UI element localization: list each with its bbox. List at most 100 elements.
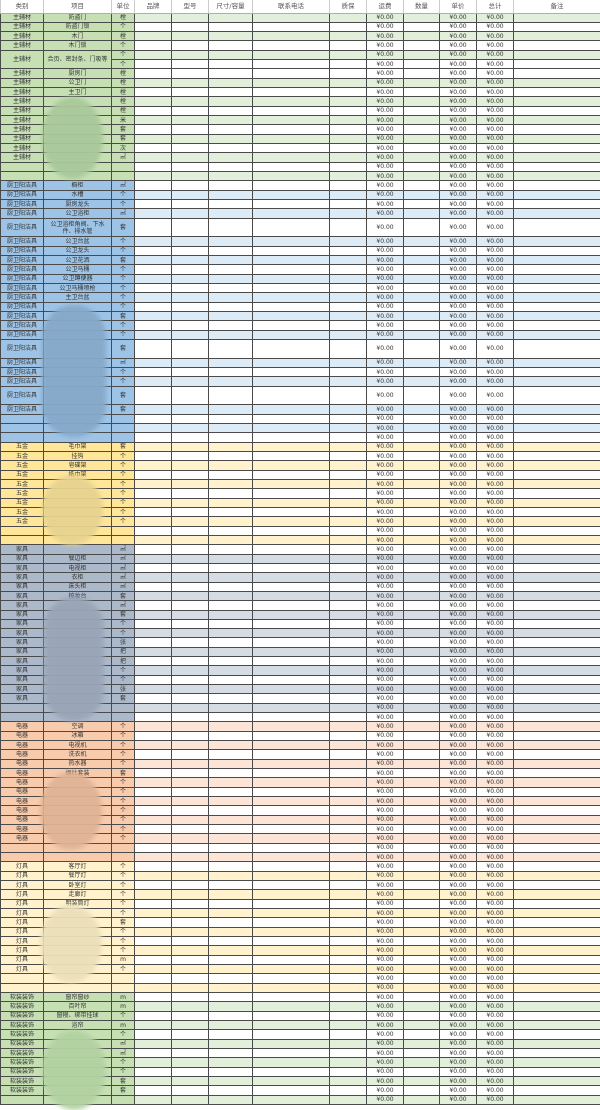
total-cell[interactable]: ¥0.00 (477, 265, 514, 274)
phone-cell[interactable] (253, 181, 330, 190)
size-cell[interactable] (209, 629, 253, 638)
freight-cell[interactable]: ¥0.00 (367, 330, 404, 339)
qty-cell[interactable] (404, 125, 440, 134)
phone-cell[interactable] (253, 974, 330, 983)
brand-cell[interactable] (135, 507, 172, 516)
note-cell[interactable] (514, 647, 600, 656)
brand-cell[interactable] (135, 713, 172, 722)
note-cell[interactable] (514, 629, 600, 638)
price-cell[interactable]: ¥0.00 (440, 722, 477, 731)
note-cell[interactable] (514, 41, 600, 50)
size-cell[interactable] (209, 591, 253, 600)
freight-cell[interactable]: ¥0.00 (367, 237, 404, 246)
warranty-cell[interactable] (330, 1030, 367, 1039)
category-cell[interactable]: 软装装饰 (1, 1058, 44, 1067)
freight-cell[interactable]: ¥0.00 (367, 386, 404, 405)
price-cell[interactable]: ¥0.00 (440, 405, 477, 414)
price-cell[interactable]: ¥0.00 (440, 909, 477, 918)
phone-cell[interactable] (253, 507, 330, 516)
unit-cell[interactable]: 米 (112, 116, 135, 125)
category-cell[interactable]: 家具 (1, 638, 44, 647)
size-cell[interactable] (209, 992, 253, 1001)
warranty-cell[interactable] (330, 563, 367, 572)
brand-cell[interactable] (135, 116, 172, 125)
price-cell[interactable]: ¥0.00 (440, 13, 477, 22)
price-cell[interactable]: ¥0.00 (440, 964, 477, 973)
price-cell[interactable]: ¥0.00 (440, 358, 477, 367)
note-cell[interactable] (514, 209, 600, 218)
price-cell[interactable]: ¥0.00 (440, 517, 477, 526)
qty-cell[interactable] (404, 321, 440, 330)
brand-cell[interactable] (135, 1030, 172, 1039)
model-cell[interactable] (172, 41, 209, 50)
price-cell[interactable]: ¥0.00 (440, 797, 477, 806)
qty-cell[interactable] (404, 293, 440, 302)
category-cell[interactable]: 五金 (1, 470, 44, 479)
unit-cell[interactable]: ㎡ (112, 601, 135, 610)
warranty-cell[interactable] (330, 13, 367, 22)
brand-cell[interactable] (135, 125, 172, 134)
unit-cell[interactable] (112, 843, 135, 852)
price-cell[interactable]: ¥0.00 (440, 1076, 477, 1085)
category-cell[interactable]: 电器 (1, 834, 44, 843)
size-cell[interactable] (209, 60, 253, 69)
freight-cell[interactable]: ¥0.00 (367, 442, 404, 451)
price-cell[interactable]: ¥0.00 (440, 591, 477, 600)
freight-cell[interactable]: ¥0.00 (367, 377, 404, 386)
category-cell[interactable]: 灯具 (1, 936, 44, 945)
note-cell[interactable] (514, 573, 600, 582)
model-cell[interactable] (172, 722, 209, 731)
total-cell[interactable]: ¥0.00 (477, 1011, 514, 1020)
model-cell[interactable] (172, 731, 209, 740)
freight-cell[interactable]: ¥0.00 (367, 507, 404, 516)
unit-cell[interactable]: 个 (112, 190, 135, 199)
item-cell[interactable]: 卧室灯 (44, 881, 112, 890)
freight-cell[interactable]: ¥0.00 (367, 815, 404, 824)
phone-cell[interactable] (253, 69, 330, 78)
brand-cell[interactable] (135, 358, 172, 367)
qty-cell[interactable] (404, 591, 440, 600)
unit-cell[interactable]: 个 (112, 666, 135, 675)
size-cell[interactable] (209, 741, 253, 750)
size-cell[interactable] (209, 759, 253, 768)
size-cell[interactable] (209, 563, 253, 572)
phone-cell[interactable] (253, 284, 330, 293)
model-cell[interactable] (172, 256, 209, 265)
total-cell[interactable]: ¥0.00 (477, 675, 514, 684)
price-cell[interactable]: ¥0.00 (440, 442, 477, 451)
brand-cell[interactable] (135, 190, 172, 199)
note-cell[interactable] (514, 302, 600, 311)
model-cell[interactable] (172, 377, 209, 386)
total-cell[interactable]: ¥0.00 (477, 498, 514, 507)
unit-cell[interactable]: 套 (112, 125, 135, 134)
note-cell[interactable] (514, 50, 600, 59)
qty-cell[interactable] (404, 1030, 440, 1039)
freight-cell[interactable]: ¥0.00 (367, 1011, 404, 1020)
warranty-cell[interactable] (330, 881, 367, 890)
size-cell[interactable] (209, 153, 253, 162)
price-cell[interactable]: ¥0.00 (440, 1011, 477, 1020)
model-cell[interactable] (172, 1002, 209, 1011)
item-cell[interactable]: 公卫蹲便器 (44, 274, 112, 283)
category-cell[interactable]: 软装装饰 (1, 1020, 44, 1029)
category-cell[interactable]: 家具 (1, 582, 44, 591)
total-cell[interactable]: ¥0.00 (477, 507, 514, 516)
phone-cell[interactable] (253, 862, 330, 871)
unit-cell[interactable]: 个 (112, 284, 135, 293)
total-cell[interactable]: ¥0.00 (477, 181, 514, 190)
warranty-cell[interactable] (330, 274, 367, 283)
note-cell[interactable] (514, 162, 600, 171)
note-cell[interactable] (514, 685, 600, 694)
size-cell[interactable] (209, 32, 253, 41)
model-cell[interactable] (172, 601, 209, 610)
unit-cell[interactable]: 个 (112, 750, 135, 759)
item-cell[interactable]: 走廊灯 (44, 890, 112, 899)
category-cell[interactable]: 灯具 (1, 955, 44, 964)
size-cell[interactable] (209, 414, 253, 423)
size-cell[interactable] (209, 647, 253, 656)
size-cell[interactable] (209, 694, 253, 703)
phone-cell[interactable] (253, 927, 330, 936)
note-cell[interactable] (514, 246, 600, 255)
phone-cell[interactable] (253, 1086, 330, 1095)
total-cell[interactable]: ¥0.00 (477, 1048, 514, 1057)
